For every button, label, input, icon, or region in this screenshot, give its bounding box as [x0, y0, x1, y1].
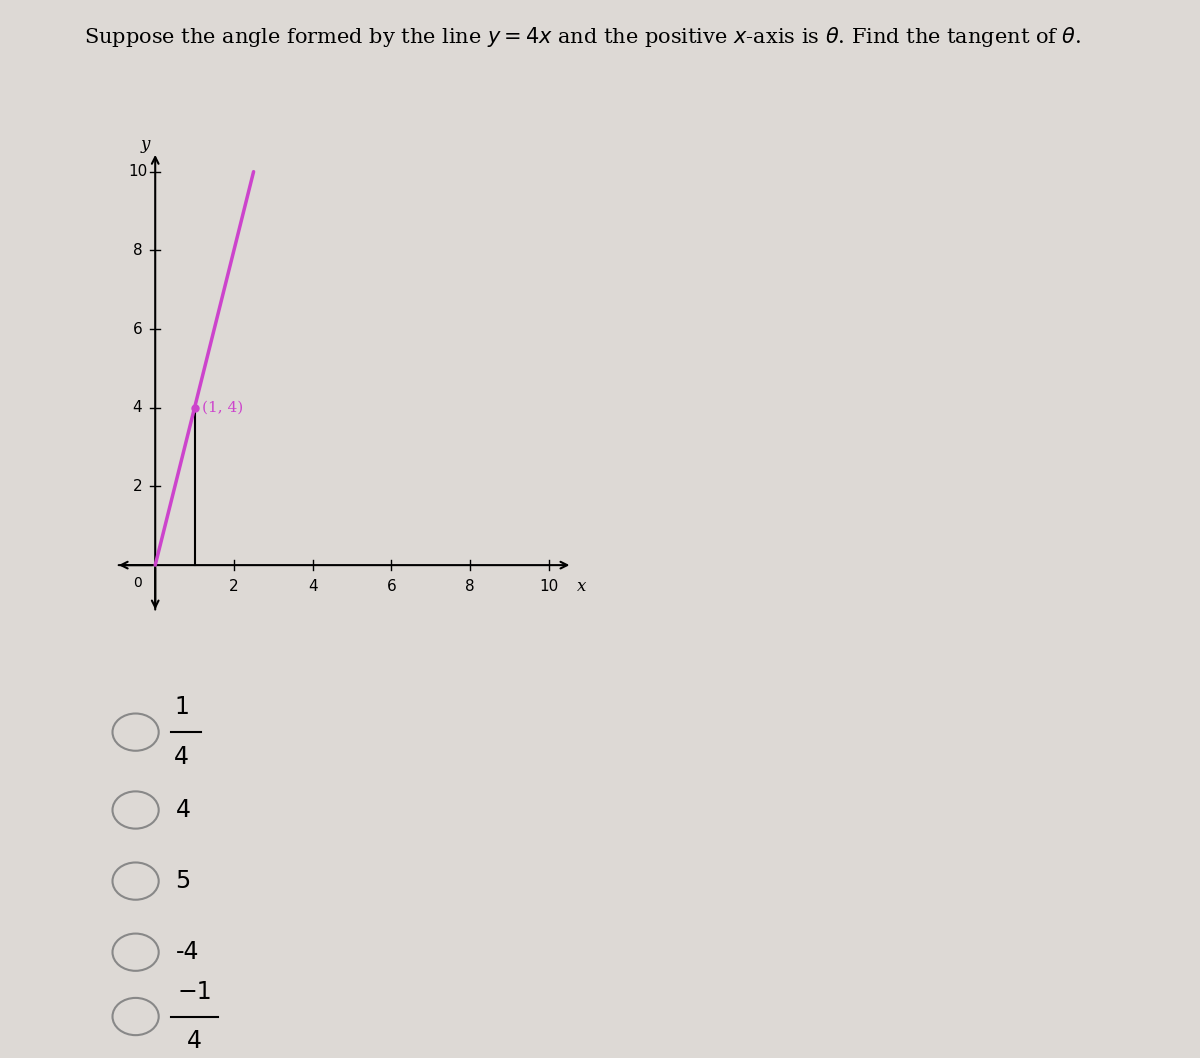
Text: y: y [140, 135, 150, 152]
Text: 0: 0 [133, 576, 142, 589]
Text: 4: 4 [175, 798, 191, 822]
Text: 2: 2 [229, 580, 239, 595]
Text: 10: 10 [539, 580, 558, 595]
Text: 6: 6 [133, 322, 143, 336]
Text: Suppose the angle formed by the line $y = 4x$ and the positive $x$-axis is $\the: Suppose the angle formed by the line $y … [84, 25, 1081, 49]
Text: 4: 4 [307, 580, 318, 595]
Text: 1: 1 [174, 695, 190, 719]
Text: -4: -4 [175, 941, 199, 964]
Text: 4: 4 [174, 745, 190, 769]
Text: 10: 10 [128, 164, 148, 179]
Text: 8: 8 [466, 580, 475, 595]
Text: 8: 8 [133, 243, 143, 258]
Text: 4: 4 [187, 1029, 202, 1054]
Text: (1, 4): (1, 4) [202, 401, 242, 415]
Text: 2: 2 [133, 479, 143, 494]
Text: 6: 6 [386, 580, 396, 595]
Text: 4: 4 [133, 400, 143, 415]
Text: x: x [577, 579, 587, 596]
Text: 5: 5 [175, 869, 191, 893]
Text: −1: −1 [178, 980, 211, 1004]
